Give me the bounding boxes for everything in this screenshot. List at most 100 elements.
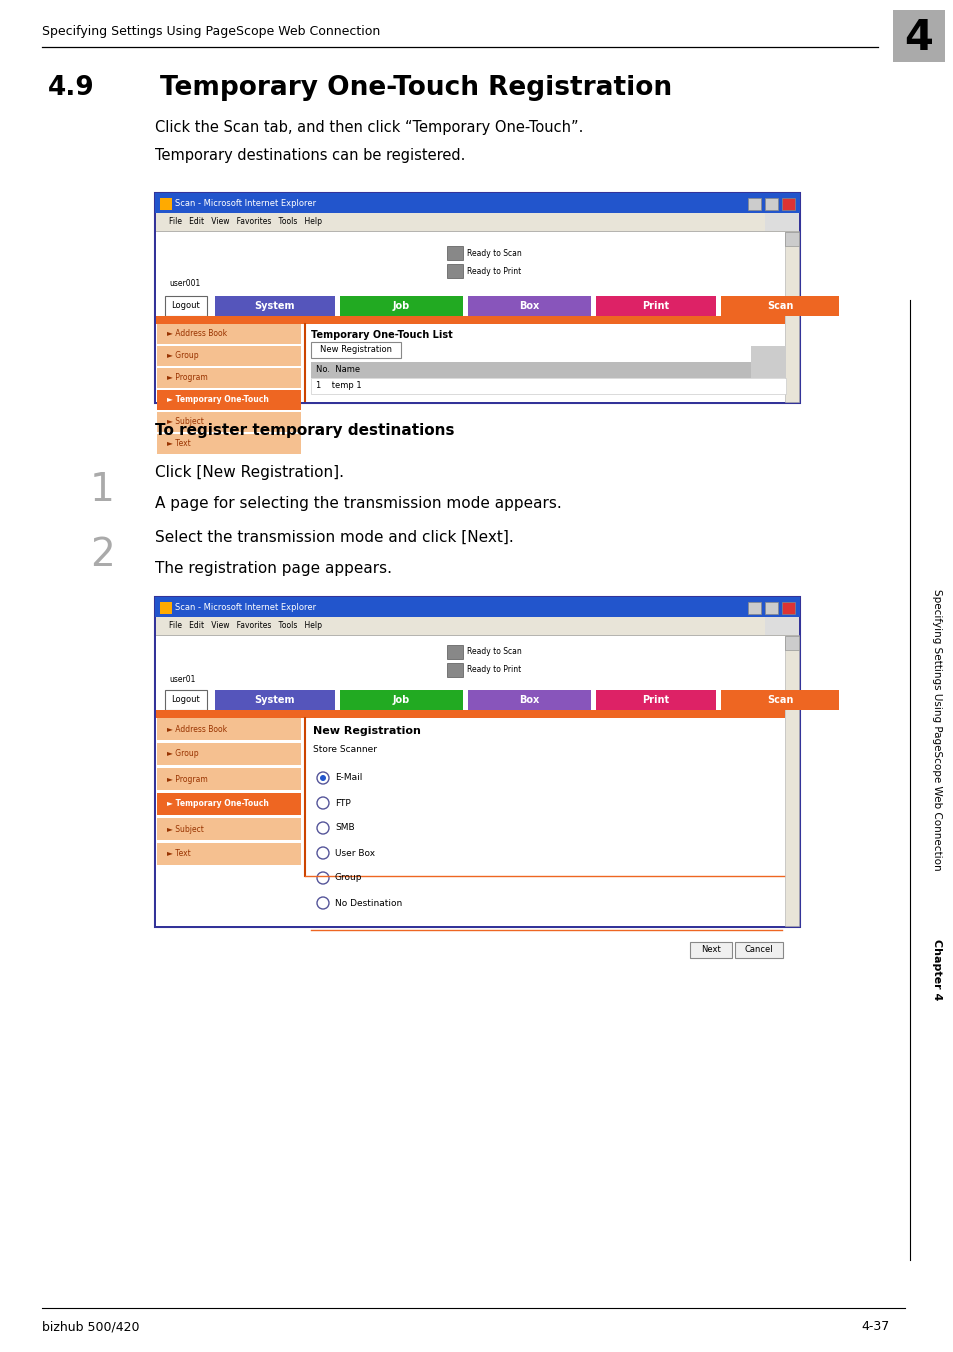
Circle shape: [316, 846, 329, 859]
Bar: [154, 193, 800, 214]
Text: SMB: SMB: [335, 823, 355, 833]
Text: ► Address Book: ► Address Book: [167, 725, 227, 734]
Bar: [596, 296, 716, 316]
Text: Print: Print: [641, 301, 669, 311]
Circle shape: [316, 772, 329, 784]
Text: To register temporary destinations: To register temporary destinations: [154, 423, 454, 438]
Text: 1: 1: [90, 470, 114, 508]
Circle shape: [316, 822, 329, 834]
Bar: [784, 635, 799, 926]
Text: Group: Group: [335, 873, 362, 883]
Text: 4: 4: [903, 18, 932, 59]
Bar: [160, 602, 172, 614]
Text: No Destination: No Destination: [335, 899, 402, 907]
Text: File   Edit   View   Favorites   Tools   Help: File Edit View Favorites Tools Help: [169, 218, 322, 227]
Bar: [447, 246, 462, 260]
Bar: [165, 296, 207, 316]
Text: Box: Box: [518, 695, 539, 704]
Bar: [157, 718, 301, 740]
Bar: [339, 690, 462, 710]
Bar: [311, 342, 400, 358]
Bar: [750, 346, 785, 379]
Text: Next: Next: [700, 945, 720, 955]
Bar: [596, 690, 716, 710]
Text: Specifying Settings Using PageScope Web Connection: Specifying Settings Using PageScope Web …: [931, 589, 941, 871]
Text: Box: Box: [518, 301, 539, 311]
Text: Select the transmission mode and click [Next].: Select the transmission mode and click […: [154, 530, 514, 545]
Bar: [214, 690, 335, 710]
Text: Job: Job: [393, 695, 410, 704]
Bar: [720, 296, 838, 316]
Bar: [157, 768, 301, 790]
Bar: [468, 296, 590, 316]
Bar: [157, 744, 301, 765]
Bar: [157, 368, 301, 388]
Text: Scan: Scan: [766, 695, 792, 704]
Text: Temporary destinations can be registered.: Temporary destinations can be registered…: [154, 147, 465, 164]
Bar: [447, 662, 462, 677]
Text: Ready to Scan: Ready to Scan: [467, 249, 521, 257]
Circle shape: [316, 896, 329, 909]
Text: ► Text: ► Text: [167, 439, 191, 449]
Text: Specifying Settings Using PageScope Web Connection: Specifying Settings Using PageScope Web …: [42, 24, 380, 38]
Bar: [154, 193, 800, 403]
Text: ► Temporary One-Touch: ► Temporary One-Touch: [167, 396, 269, 404]
Text: E-Mail: E-Mail: [335, 773, 362, 783]
Text: The registration page appears.: The registration page appears.: [154, 561, 392, 576]
Text: Scan - Microsoft Internet Explorer: Scan - Microsoft Internet Explorer: [174, 603, 315, 611]
Text: Ready to Print: Ready to Print: [467, 266, 520, 276]
Text: 2: 2: [90, 535, 114, 575]
Text: bizhub 500/420: bizhub 500/420: [42, 1320, 139, 1333]
Bar: [157, 844, 301, 865]
Bar: [764, 602, 778, 614]
Bar: [764, 617, 799, 635]
Text: Click [New Registration].: Click [New Registration].: [154, 465, 344, 480]
Text: ► Group: ► Group: [167, 749, 198, 758]
Bar: [892, 9, 944, 62]
Bar: [689, 942, 731, 959]
Text: user001: user001: [169, 280, 200, 288]
Bar: [157, 818, 301, 840]
Text: Job: Job: [393, 301, 410, 311]
Bar: [156, 617, 799, 635]
Text: ► Address Book: ► Address Book: [167, 330, 227, 338]
Text: Cancel: Cancel: [744, 945, 773, 955]
Bar: [764, 214, 799, 231]
Text: File   Edit   View   Favorites   Tools   Help: File Edit View Favorites Tools Help: [169, 622, 322, 630]
Circle shape: [319, 775, 326, 781]
Text: 1    temp 1: 1 temp 1: [315, 381, 361, 391]
Bar: [154, 598, 800, 617]
Text: Temporary One-Touch List: Temporary One-Touch List: [311, 330, 453, 339]
Bar: [157, 412, 301, 433]
Text: 4-37: 4-37: [861, 1320, 889, 1333]
Bar: [764, 197, 778, 210]
Bar: [157, 346, 301, 366]
Bar: [214, 296, 335, 316]
Bar: [784, 635, 799, 650]
Bar: [784, 233, 799, 246]
Bar: [157, 794, 301, 815]
Bar: [156, 316, 784, 324]
Circle shape: [316, 872, 329, 884]
Text: ► Subject: ► Subject: [167, 418, 204, 426]
Text: Ready to Print: Ready to Print: [467, 665, 520, 675]
Text: User Box: User Box: [335, 849, 375, 857]
Bar: [157, 324, 301, 343]
Text: Chapter 4: Chapter 4: [931, 940, 941, 1000]
Text: A page for selecting the transmission mode appears.: A page for selecting the transmission mo…: [154, 496, 561, 511]
Text: user01: user01: [169, 676, 195, 684]
Text: Temporary One-Touch Registration: Temporary One-Touch Registration: [160, 74, 672, 101]
Bar: [156, 214, 799, 231]
Bar: [781, 197, 794, 210]
Text: 4.9: 4.9: [48, 74, 94, 101]
Text: Print: Print: [641, 695, 669, 704]
Text: Scan - Microsoft Internet Explorer: Scan - Microsoft Internet Explorer: [174, 199, 315, 207]
Bar: [157, 434, 301, 454]
Text: Logout: Logout: [172, 301, 200, 311]
Circle shape: [316, 796, 329, 808]
Text: System: System: [254, 695, 294, 704]
Bar: [784, 233, 799, 402]
Bar: [160, 197, 172, 210]
Text: FTP: FTP: [335, 799, 351, 807]
Text: ► Temporary One-Touch: ► Temporary One-Touch: [167, 799, 269, 808]
